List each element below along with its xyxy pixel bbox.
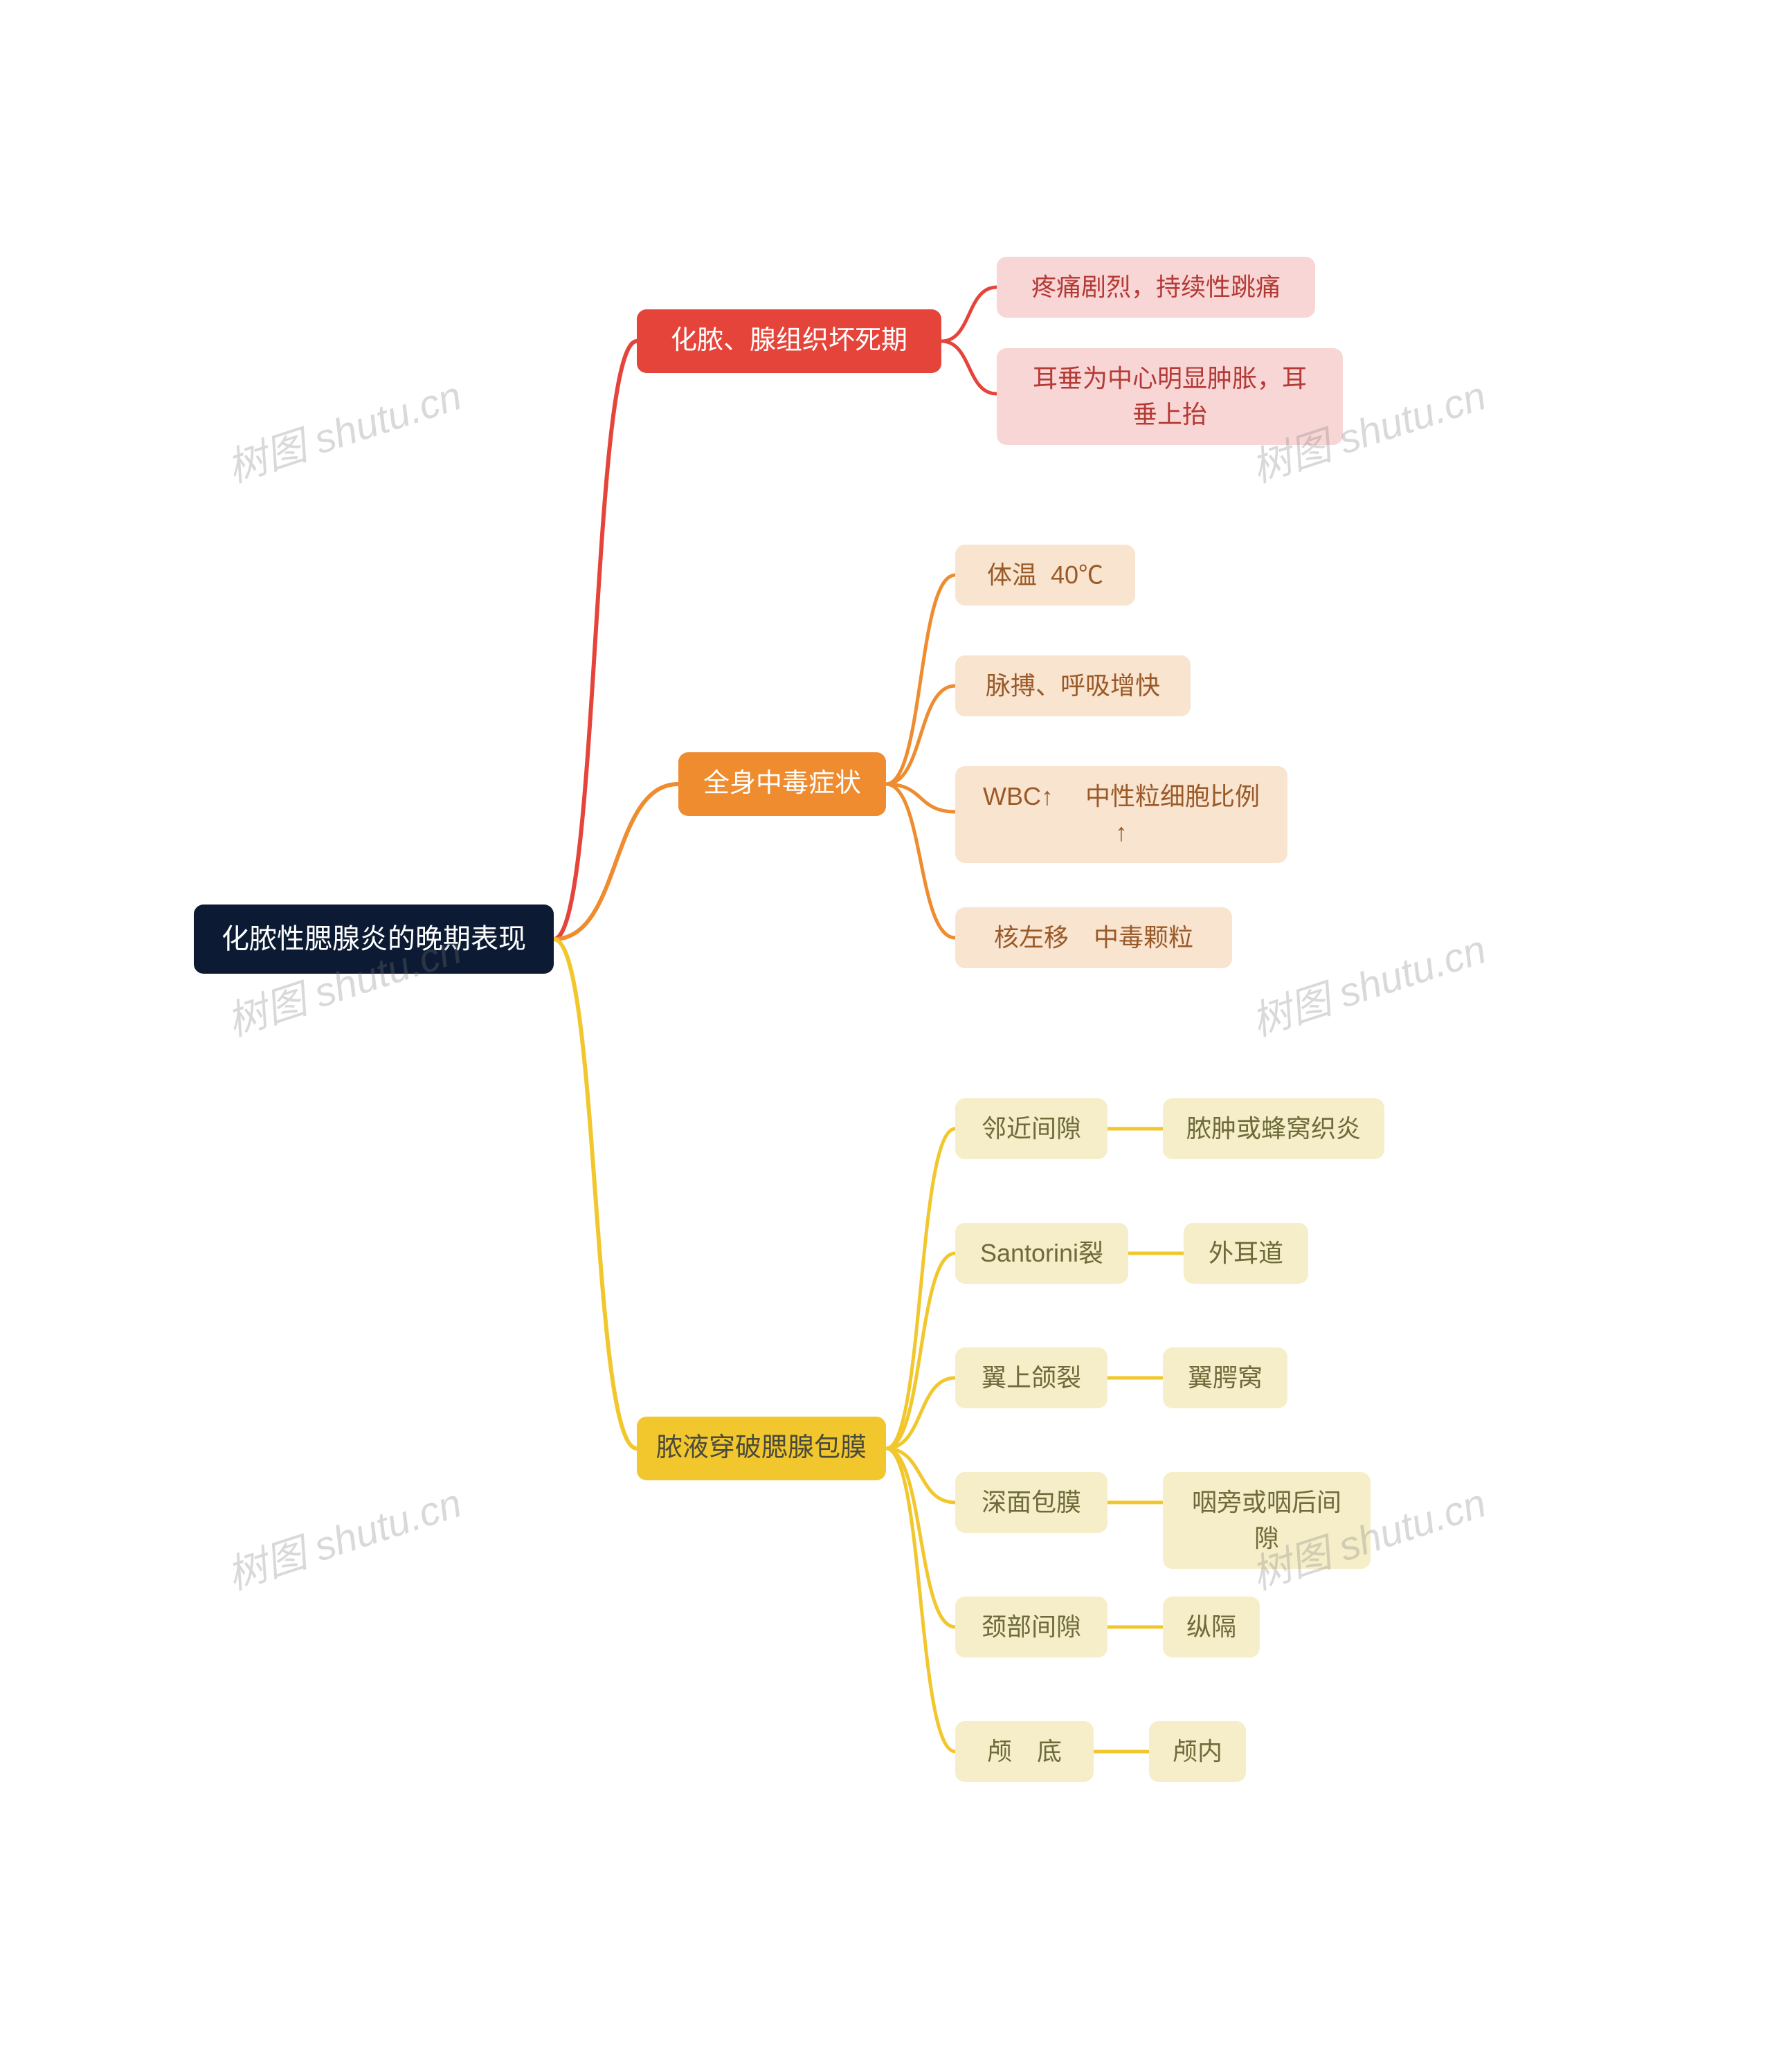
node-label: 咽旁或咽后间隙 <box>1182 1484 1351 1556</box>
edge-n3-n3c <box>886 1378 955 1448</box>
node-label: 纵隔 <box>1186 1609 1236 1645</box>
node-n3a[interactable]: 邻近间隙 <box>955 1098 1108 1159</box>
edge-root-n2 <box>554 784 678 939</box>
edge-n3-n3b <box>886 1253 955 1448</box>
node-n2a[interactable]: 体温 40℃ <box>955 545 1135 606</box>
edge-n1-n1b <box>941 341 997 394</box>
node-n2d[interactable]: 核左移 中毒颗粒 <box>955 907 1232 968</box>
node-label: 脓肿或蜂窝织炎 <box>1186 1111 1361 1147</box>
node-n3d2[interactable]: 咽旁或咽后间隙 <box>1163 1472 1371 1569</box>
node-n3b2[interactable]: 外耳道 <box>1184 1223 1308 1284</box>
node-label: 核左移 中毒颗粒 <box>994 920 1193 956</box>
node-label: 耳垂为中心明显肿胀，耳 垂上抬 <box>1033 361 1307 433</box>
edge-n3-n3a <box>886 1129 955 1448</box>
node-n2b[interactable]: 脉搏、呼吸增快 <box>955 655 1191 716</box>
node-label: 翼上颌裂 <box>982 1360 1081 1396</box>
node-n3e[interactable]: 颈部间隙 <box>955 1597 1108 1657</box>
node-n3d[interactable]: 深面包膜 <box>955 1472 1108 1533</box>
edge-n3-n3d <box>886 1448 955 1502</box>
watermark: 树图 shutu.cn <box>219 1471 468 1601</box>
node-label: WBC↑ 中性粒细胞比例 ↑ <box>983 779 1260 851</box>
node-n3b[interactable]: Santorini裂 <box>955 1223 1128 1284</box>
node-n3c2[interactable]: 翼腭窝 <box>1163 1347 1287 1408</box>
node-label: Santorini裂 <box>980 1235 1103 1271</box>
node-label: 全身中毒症状 <box>703 765 861 803</box>
node-n1[interactable]: 化脓、腺组织坏死期 <box>637 309 941 373</box>
node-label: 体温 40℃ <box>987 557 1103 593</box>
edge-root-n1 <box>554 341 637 939</box>
edge-n2-n2d <box>886 784 955 938</box>
node-n3f2[interactable]: 颅内 <box>1149 1721 1246 1782</box>
node-label: 化脓、腺组织坏死期 <box>671 322 907 360</box>
node-label: 化脓性腮腺炎的晚期表现 <box>222 919 526 959</box>
node-n3c[interactable]: 翼上颌裂 <box>955 1347 1108 1408</box>
node-n3e2[interactable]: 纵隔 <box>1163 1597 1260 1657</box>
edge-n2-n2c <box>886 784 955 812</box>
edge-n3-n3f <box>886 1448 955 1752</box>
node-label: 颅内 <box>1173 1734 1222 1770</box>
node-n3[interactable]: 脓液穿破腮腺包膜 <box>637 1417 886 1480</box>
node-label: 翼腭窝 <box>1188 1360 1263 1396</box>
node-n1b[interactable]: 耳垂为中心明显肿胀，耳 垂上抬 <box>997 348 1343 445</box>
node-label: 脉搏、呼吸增快 <box>986 668 1160 704</box>
watermark: 树图 shutu.cn <box>219 363 468 493</box>
node-label: 颅 底 <box>987 1734 1062 1770</box>
node-label: 疼痛剧烈，持续性跳痛 <box>1031 269 1281 305</box>
edge-n1-n1a <box>941 287 997 341</box>
edge-n2-n2b <box>886 686 955 784</box>
node-n3f[interactable]: 颅 底 <box>955 1721 1094 1782</box>
node-n2[interactable]: 全身中毒症状 <box>678 752 886 816</box>
node-root[interactable]: 化脓性腮腺炎的晚期表现 <box>194 905 554 974</box>
edge-n3-n3e <box>886 1448 955 1627</box>
node-label: 颈部间隙 <box>982 1609 1081 1645</box>
edge-root-n3 <box>554 939 637 1448</box>
mindmap-canvas: 化脓性腮腺炎的晚期表现 化脓、腺组织坏死期 疼痛剧烈，持续性跳痛耳垂为中心明显肿胀，… <box>194 226 1578 1846</box>
node-n3a2[interactable]: 脓肿或蜂窝织炎 <box>1163 1098 1384 1159</box>
watermark: 树图 shutu.cn <box>1243 917 1492 1047</box>
node-label: 邻近间隙 <box>982 1111 1081 1147</box>
node-label: 深面包膜 <box>982 1484 1081 1520</box>
node-n2c[interactable]: WBC↑ 中性粒细胞比例 ↑ <box>955 766 1287 863</box>
edge-n2-n2a <box>886 575 955 784</box>
node-n1a[interactable]: 疼痛剧烈，持续性跳痛 <box>997 257 1315 318</box>
node-label: 脓液穿破腮腺包膜 <box>656 1429 867 1467</box>
node-label: 外耳道 <box>1209 1235 1283 1271</box>
